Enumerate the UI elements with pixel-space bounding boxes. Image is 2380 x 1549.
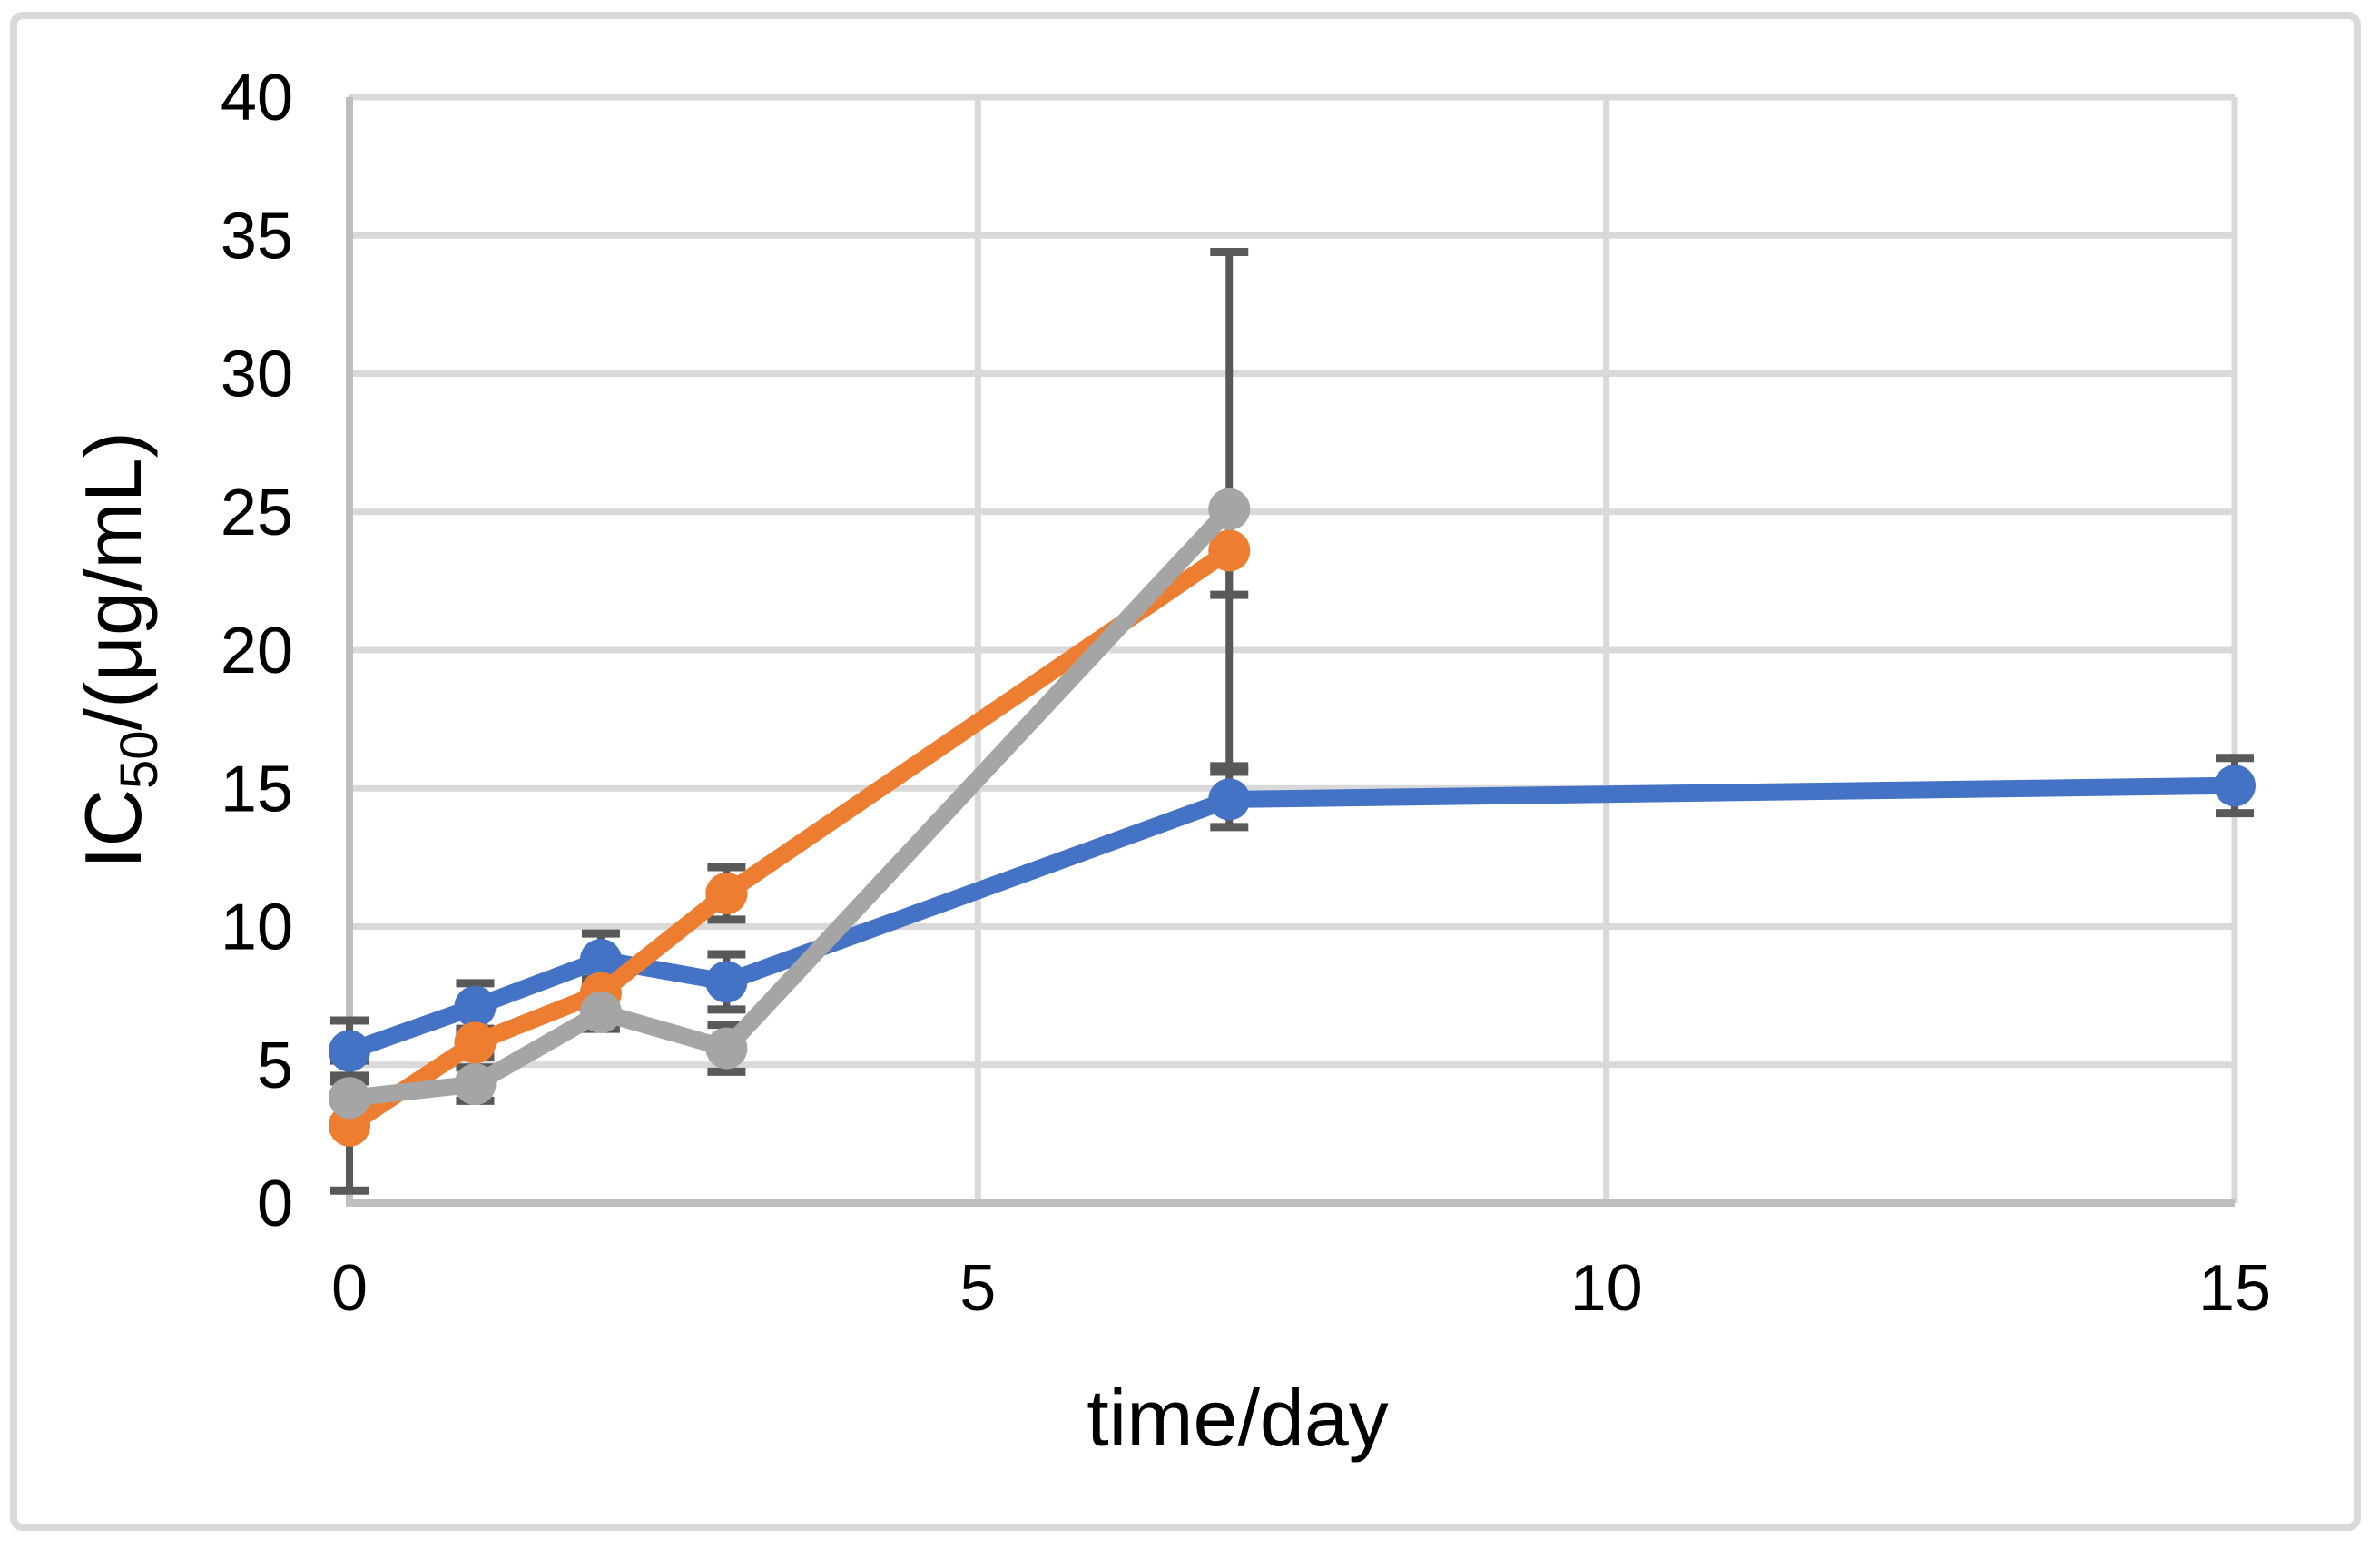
x-axis-title: time/day (1087, 1373, 1389, 1463)
gray-data-point (579, 991, 622, 1033)
error-bars (330, 248, 2254, 1195)
y-tick-label-30: 30 (221, 339, 293, 411)
orange-data-point (454, 1021, 497, 1064)
blue-data-point (454, 985, 497, 1028)
gray-data-point (454, 1063, 497, 1106)
y-title-rest: /(μg/mL) (68, 431, 158, 730)
y-title-subscript: 50 (110, 730, 169, 789)
x-tick-label-10: 10 (1570, 1252, 1643, 1325)
blue-series-line (340, 776, 2244, 1061)
y-title-base: IC (68, 789, 158, 869)
orange-data-point (1208, 529, 1251, 572)
blue-data-point (705, 961, 748, 1003)
x-tick-label-0: 0 (331, 1252, 368, 1325)
y-tick-label-25: 25 (221, 477, 293, 549)
x-tick-label-5: 5 (959, 1252, 996, 1325)
blue-data-point (2214, 765, 2256, 807)
x-tick-label-15: 15 (2198, 1252, 2271, 1325)
tick-labels: 0 5 10 15 20 25 30 35 40 0 5 10 15 (221, 62, 2271, 1325)
y-tick-label-5: 5 (257, 1030, 293, 1102)
y-tick-label-20: 20 (221, 615, 293, 687)
y-tick-label-0: 0 (257, 1168, 293, 1240)
blue-data-point (329, 1030, 370, 1072)
gridlines (349, 94, 2238, 1203)
gray-data-point (705, 1027, 748, 1070)
y-tick-label-40: 40 (221, 62, 293, 134)
y-tick-label-35: 35 (221, 200, 293, 272)
blue-data-point (579, 939, 622, 982)
y-tick-label-10: 10 (221, 892, 293, 964)
orange-data-point (705, 872, 748, 914)
gray-data-point (1208, 488, 1251, 530)
y-tick-label-15: 15 (221, 753, 293, 825)
chart-border (10, 12, 2361, 1531)
gray-data-point (329, 1077, 370, 1120)
y-axis-title: IC50/(μg/mL) (68, 431, 169, 869)
blue-data-point (1208, 778, 1251, 821)
data-series (329, 488, 2256, 1147)
chart-border-rect (10, 12, 2361, 1531)
